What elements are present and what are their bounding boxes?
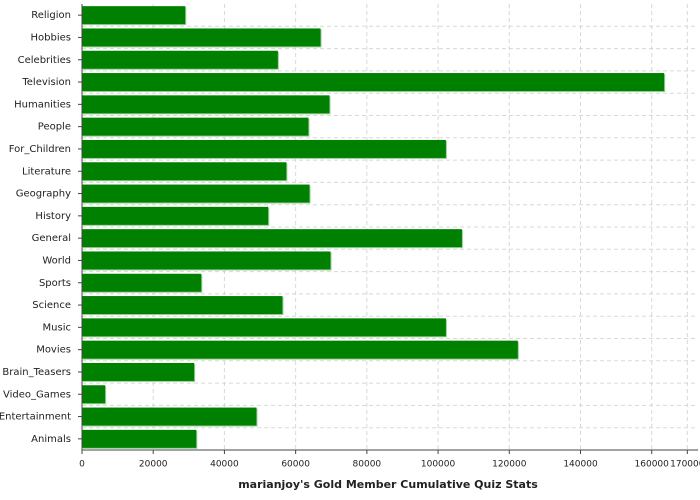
y-tick-label: Humanities <box>14 99 71 110</box>
bar <box>82 206 269 225</box>
bar <box>82 340 518 359</box>
y-tick-label: Hobbies <box>31 32 71 43</box>
x-tick-label: 140000 <box>563 460 598 470</box>
bar <box>82 139 446 158</box>
bar <box>82 429 197 448</box>
x-tick-label: 160000 <box>635 460 670 470</box>
x-tick-label: 170000 <box>670 460 700 470</box>
bar <box>82 73 665 92</box>
x-tick-label: 60000 <box>281 460 310 470</box>
bar <box>82 6 186 25</box>
y-tick-label: Geography <box>16 189 71 200</box>
y-tick-label: Science <box>32 300 71 311</box>
bar <box>82 162 287 181</box>
y-tick-label: Entertainment <box>0 412 71 423</box>
bar <box>82 273 202 292</box>
bar <box>82 296 283 315</box>
y-tick-label: Brain_Teasers <box>2 367 71 378</box>
y-tick-label: World <box>42 255 71 266</box>
y-tick-label: Television <box>21 77 71 88</box>
bar <box>82 251 331 270</box>
y-tick-label: Music <box>43 322 71 333</box>
y-tick-label: Celebrities <box>18 55 71 66</box>
x-tick-label: 0 <box>79 460 85 470</box>
y-tick-label: Movies <box>36 345 71 356</box>
y-tick-label: History <box>35 211 71 222</box>
bar <box>82 229 462 248</box>
bar <box>82 184 310 203</box>
x-tick-label: 80000 <box>353 460 382 470</box>
y-tick-label: People <box>38 122 71 133</box>
bar <box>82 95 330 114</box>
bar <box>82 28 321 47</box>
bar <box>82 362 195 381</box>
x-tick-label: 100000 <box>421 460 456 470</box>
y-tick-label: Literature <box>22 166 71 177</box>
y-tick-label: Animals <box>31 434 71 445</box>
bar <box>82 50 278 69</box>
bar <box>82 407 257 426</box>
chart-title: marianjoy's Gold Member Cumulative Quiz … <box>238 478 538 491</box>
bar <box>82 117 309 136</box>
bar <box>82 318 446 337</box>
x-tick-label: 40000 <box>210 460 239 470</box>
x-tick-label: 20000 <box>139 460 168 470</box>
bar <box>82 385 106 404</box>
y-tick-label: Religion <box>31 10 71 21</box>
y-tick-label: General <box>32 233 71 244</box>
y-tick-label: Video_Games <box>3 389 71 400</box>
y-tick-label: Sports <box>39 278 71 289</box>
x-tick-label: 120000 <box>492 460 527 470</box>
y-tick-label: For_Children <box>9 144 71 155</box>
